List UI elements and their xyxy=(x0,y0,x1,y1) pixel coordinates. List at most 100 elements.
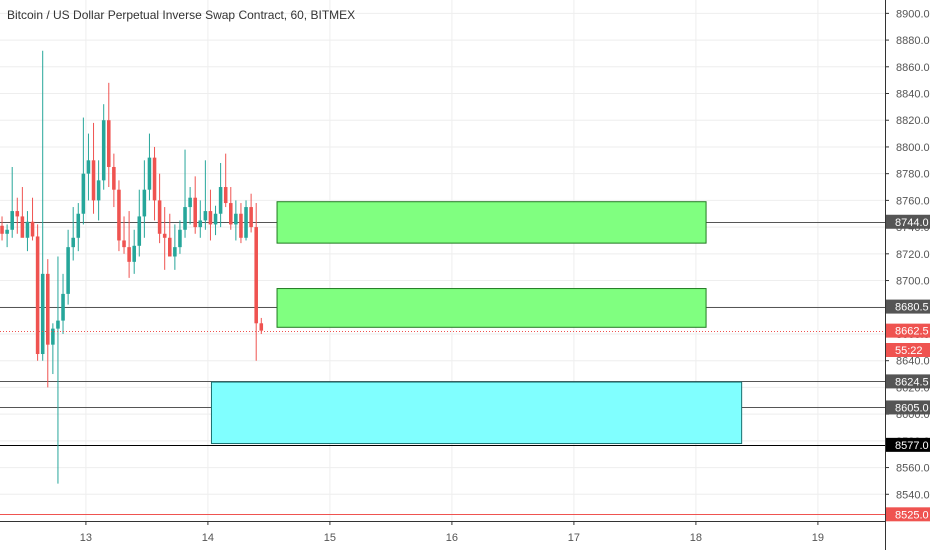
candle-body xyxy=(107,120,111,167)
candle xyxy=(147,133,152,201)
candle xyxy=(249,193,253,233)
candle xyxy=(157,173,162,244)
candle-body xyxy=(101,120,106,181)
candle-body xyxy=(152,157,157,201)
candle-body xyxy=(117,189,121,241)
y-tick-label: 8880.0 xyxy=(896,35,930,47)
price-label-text: 8680.5 xyxy=(895,302,929,314)
candle-body xyxy=(91,160,96,201)
candle xyxy=(168,213,172,257)
candle-body xyxy=(178,229,182,248)
cyan-zone[interactable] xyxy=(210,381,743,445)
candle xyxy=(61,273,65,334)
candle xyxy=(10,166,14,238)
candle-body xyxy=(0,225,4,234)
candles xyxy=(0,50,264,484)
price-label-text: 8525.0 xyxy=(895,509,929,521)
price-label-text: 8577.0 xyxy=(895,440,929,452)
candle xyxy=(178,220,182,254)
candle-body xyxy=(157,200,162,234)
y-tick-label: 8560.0 xyxy=(896,463,930,475)
candle xyxy=(198,200,203,238)
price-label: 8662.5 xyxy=(886,323,930,338)
y-tick-label: 8720.0 xyxy=(896,249,930,261)
x-tick-label: 16 xyxy=(446,532,458,544)
candle xyxy=(107,82,111,188)
x-tick-label: 17 xyxy=(568,532,580,544)
candle-body xyxy=(20,216,25,238)
candle-body xyxy=(96,180,101,201)
zones[interactable] xyxy=(210,201,743,445)
candle-body xyxy=(137,216,142,246)
candle xyxy=(81,117,86,225)
candle-body xyxy=(234,213,238,225)
candle-body xyxy=(208,211,213,225)
candle xyxy=(0,216,4,241)
x-axis-ticks[interactable]: 13 14 15 16 17 18 19 xyxy=(80,521,824,544)
candle-body xyxy=(254,227,258,324)
candle-body xyxy=(173,247,177,257)
chart-title: Bitcoin / US Dollar Perpetual Inverse Sw… xyxy=(7,8,355,22)
candle-body xyxy=(10,211,14,230)
candle-body xyxy=(30,221,35,237)
y-tick-label: 8760.0 xyxy=(896,195,930,207)
candle xyxy=(234,200,238,241)
candle xyxy=(229,187,233,230)
x-tick-label: 13 xyxy=(80,532,92,544)
candle xyxy=(203,160,208,230)
candle xyxy=(208,189,213,241)
candle-body xyxy=(142,189,147,217)
candle xyxy=(51,323,55,375)
price-label: 8624.5 xyxy=(886,374,930,389)
candle xyxy=(20,187,25,238)
candle-body xyxy=(203,211,208,221)
price-label-text: 8744.0 xyxy=(895,217,929,229)
y-tick-label: 8700.0 xyxy=(896,276,930,288)
candle xyxy=(5,224,9,248)
candle-body xyxy=(61,293,65,321)
x-axis-panel xyxy=(0,521,885,550)
candle xyxy=(137,189,142,257)
green-zone[interactable] xyxy=(276,201,707,244)
y-tick-label: 8540.0 xyxy=(896,489,930,501)
candle-body xyxy=(239,213,243,238)
candle xyxy=(91,122,96,214)
candle-body xyxy=(15,211,20,217)
candle xyxy=(188,187,192,225)
green-zone[interactable] xyxy=(276,288,707,328)
y-tick-label: 8900.0 xyxy=(896,8,930,20)
candle-body xyxy=(35,236,40,355)
candle-body xyxy=(213,213,218,225)
horizontal-lines[interactable] xyxy=(0,222,885,515)
candle-body xyxy=(127,247,131,262)
candle xyxy=(162,207,167,270)
candle-body xyxy=(51,328,55,345)
candle-body xyxy=(112,166,116,190)
candle xyxy=(71,207,75,261)
price-label-bg xyxy=(886,437,930,452)
candle xyxy=(152,146,157,221)
candle-body xyxy=(122,240,126,248)
candle xyxy=(122,216,126,254)
candle xyxy=(15,197,20,234)
x-tick-label: 14 xyxy=(202,532,214,544)
candle-body xyxy=(25,221,30,238)
candle-body xyxy=(76,213,81,238)
candle-body xyxy=(81,173,86,214)
candle xyxy=(218,162,223,228)
candle-body xyxy=(56,320,60,329)
candle xyxy=(40,50,45,361)
price-label: 55:22 xyxy=(886,343,930,358)
candle-body xyxy=(198,220,203,228)
candle xyxy=(76,203,81,252)
candle xyxy=(244,200,248,241)
price-label-text: 8624.5 xyxy=(895,376,929,388)
candle xyxy=(35,224,40,361)
price-label-bg xyxy=(886,400,930,415)
candle-body xyxy=(218,187,223,214)
x-tick-label: 15 xyxy=(324,532,336,544)
candle xyxy=(112,153,116,208)
candle xyxy=(183,149,187,238)
price-label-bg xyxy=(886,323,930,338)
